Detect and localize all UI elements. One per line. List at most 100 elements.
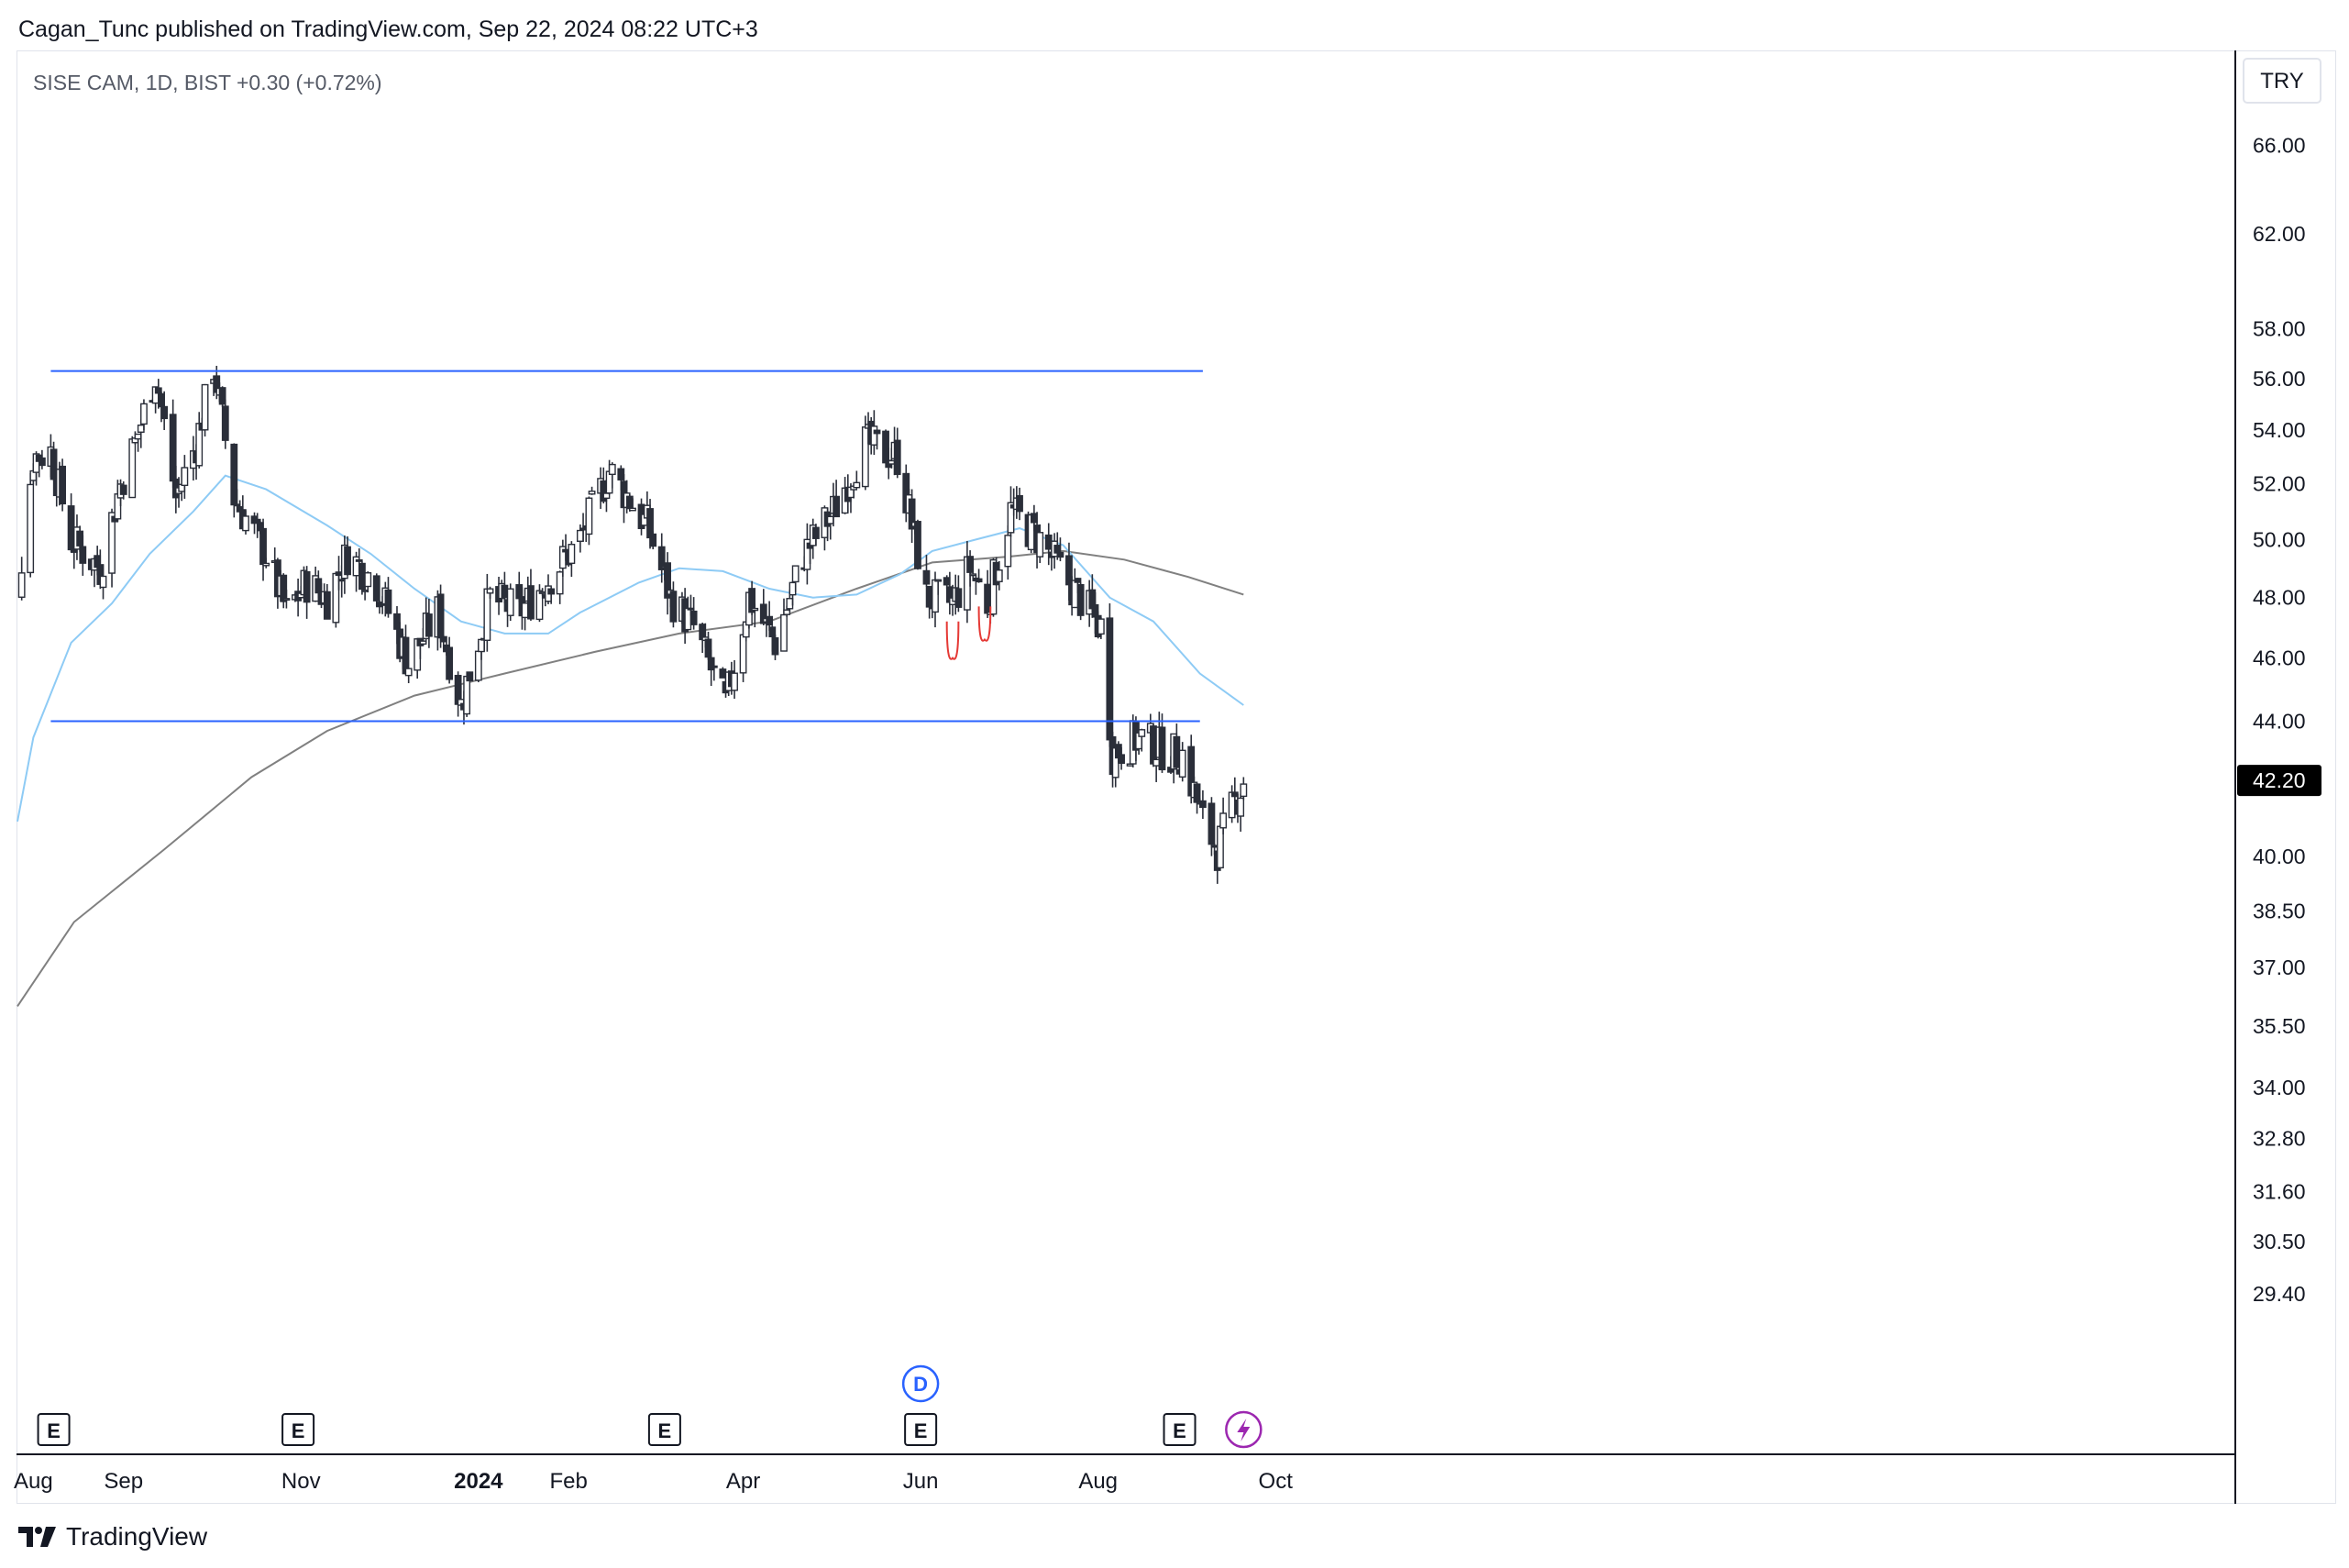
y-tick-label: 66.00 xyxy=(2253,133,2306,157)
candle xyxy=(535,584,544,623)
brand-name: TradingView xyxy=(66,1522,208,1551)
candle xyxy=(731,660,738,700)
candle xyxy=(344,536,351,576)
candle xyxy=(250,512,259,535)
symbol-legend: SISE CAM, 1D, BIST +0.30 (+0.72%) xyxy=(33,71,382,94)
candle xyxy=(376,600,383,614)
candle xyxy=(364,571,372,593)
y-tick-label: 62.00 xyxy=(2253,222,2306,246)
candle xyxy=(67,493,75,552)
y-tick-label: 48.00 xyxy=(2253,586,2306,610)
last-price-label: 42.20 xyxy=(2253,768,2306,792)
candle xyxy=(323,583,331,620)
candle xyxy=(908,489,916,544)
candle xyxy=(332,571,340,628)
candle xyxy=(454,671,462,717)
sma-long-line xyxy=(17,549,1244,1007)
y-tick-label: 34.00 xyxy=(2253,1076,2306,1099)
candle xyxy=(1076,582,1085,621)
candle xyxy=(689,597,698,630)
candle xyxy=(282,590,291,609)
candle xyxy=(669,581,678,628)
chart-frame xyxy=(17,50,2336,1504)
candle xyxy=(483,573,491,652)
footer: TradingView xyxy=(18,1522,207,1551)
candle xyxy=(466,671,474,682)
y-tick-label: 37.00 xyxy=(2253,955,2306,979)
candle xyxy=(934,579,943,595)
candle xyxy=(568,541,576,578)
dividend-marker: D xyxy=(901,1364,940,1403)
candle xyxy=(780,598,788,652)
candle xyxy=(922,555,931,587)
candle xyxy=(140,399,148,431)
candle xyxy=(1004,525,1012,580)
candle xyxy=(1106,602,1114,747)
candle xyxy=(969,558,977,580)
candle xyxy=(833,480,841,518)
candle xyxy=(119,481,127,500)
x-tick-label: Apr xyxy=(726,1469,760,1494)
y-tick-label: 46.00 xyxy=(2253,646,2306,670)
candle xyxy=(242,510,249,535)
candle xyxy=(771,635,779,660)
candle xyxy=(201,383,209,437)
x-tick-label: Oct xyxy=(1259,1469,1294,1494)
y-tick-label: 58.00 xyxy=(2253,316,2306,340)
candle xyxy=(384,577,392,618)
candle xyxy=(372,573,380,607)
candle xyxy=(853,470,861,489)
x-tick-label: Sep xyxy=(104,1469,143,1494)
candle xyxy=(446,636,454,684)
candle xyxy=(1044,523,1053,566)
earnings-marker-label: E xyxy=(1173,1419,1186,1442)
candle xyxy=(230,443,238,518)
candle xyxy=(1007,486,1015,537)
x-tick-label: 2024 xyxy=(454,1469,503,1494)
lightning-icon xyxy=(1225,1410,1263,1449)
candle xyxy=(1217,824,1224,869)
candle xyxy=(558,539,567,577)
x-tick-label: Jun xyxy=(903,1469,939,1494)
pattern-arc xyxy=(945,621,960,660)
candle xyxy=(873,429,881,450)
y-tick-label: 29.40 xyxy=(2253,1282,2306,1306)
candle xyxy=(547,587,556,604)
dividend-marker-label: D xyxy=(913,1373,928,1396)
y-tick-label: 44.00 xyxy=(2253,709,2306,733)
currency-button[interactable] xyxy=(2243,58,2321,104)
candle xyxy=(995,560,1003,591)
candle xyxy=(425,599,433,648)
earnings-marker: E xyxy=(281,1413,315,1446)
candle xyxy=(1097,617,1105,639)
x-tick-label: Feb xyxy=(550,1469,588,1494)
candle xyxy=(79,535,87,576)
y-tick-label: 31.60 xyxy=(2253,1179,2306,1203)
candle xyxy=(710,665,718,681)
candle xyxy=(719,667,727,679)
candle xyxy=(1228,785,1236,823)
candle xyxy=(38,449,46,469)
earnings-marker: E xyxy=(37,1413,71,1446)
candle xyxy=(218,386,226,407)
x-tick-label: Aug xyxy=(1078,1469,1118,1494)
candle xyxy=(195,412,204,469)
candle xyxy=(1056,537,1064,562)
candle xyxy=(169,399,177,489)
candle xyxy=(629,498,636,512)
candle xyxy=(1193,782,1201,814)
candle xyxy=(1173,723,1181,769)
candle xyxy=(975,569,983,583)
price-chart[interactable]: SISE CAM, 1D, BIST +0.30 (+0.72%) TRY 66… xyxy=(0,0,2349,1513)
candle xyxy=(1240,777,1248,801)
candle xyxy=(585,496,593,546)
candle xyxy=(280,573,288,609)
candle xyxy=(1016,487,1023,521)
pattern-arc xyxy=(977,606,992,642)
candle xyxy=(925,585,933,619)
candle xyxy=(704,631,712,660)
candle xyxy=(59,458,66,512)
y-tick-label: 35.50 xyxy=(2253,1014,2306,1038)
candle xyxy=(262,558,270,569)
y-tick-label: 30.50 xyxy=(2253,1230,2306,1253)
